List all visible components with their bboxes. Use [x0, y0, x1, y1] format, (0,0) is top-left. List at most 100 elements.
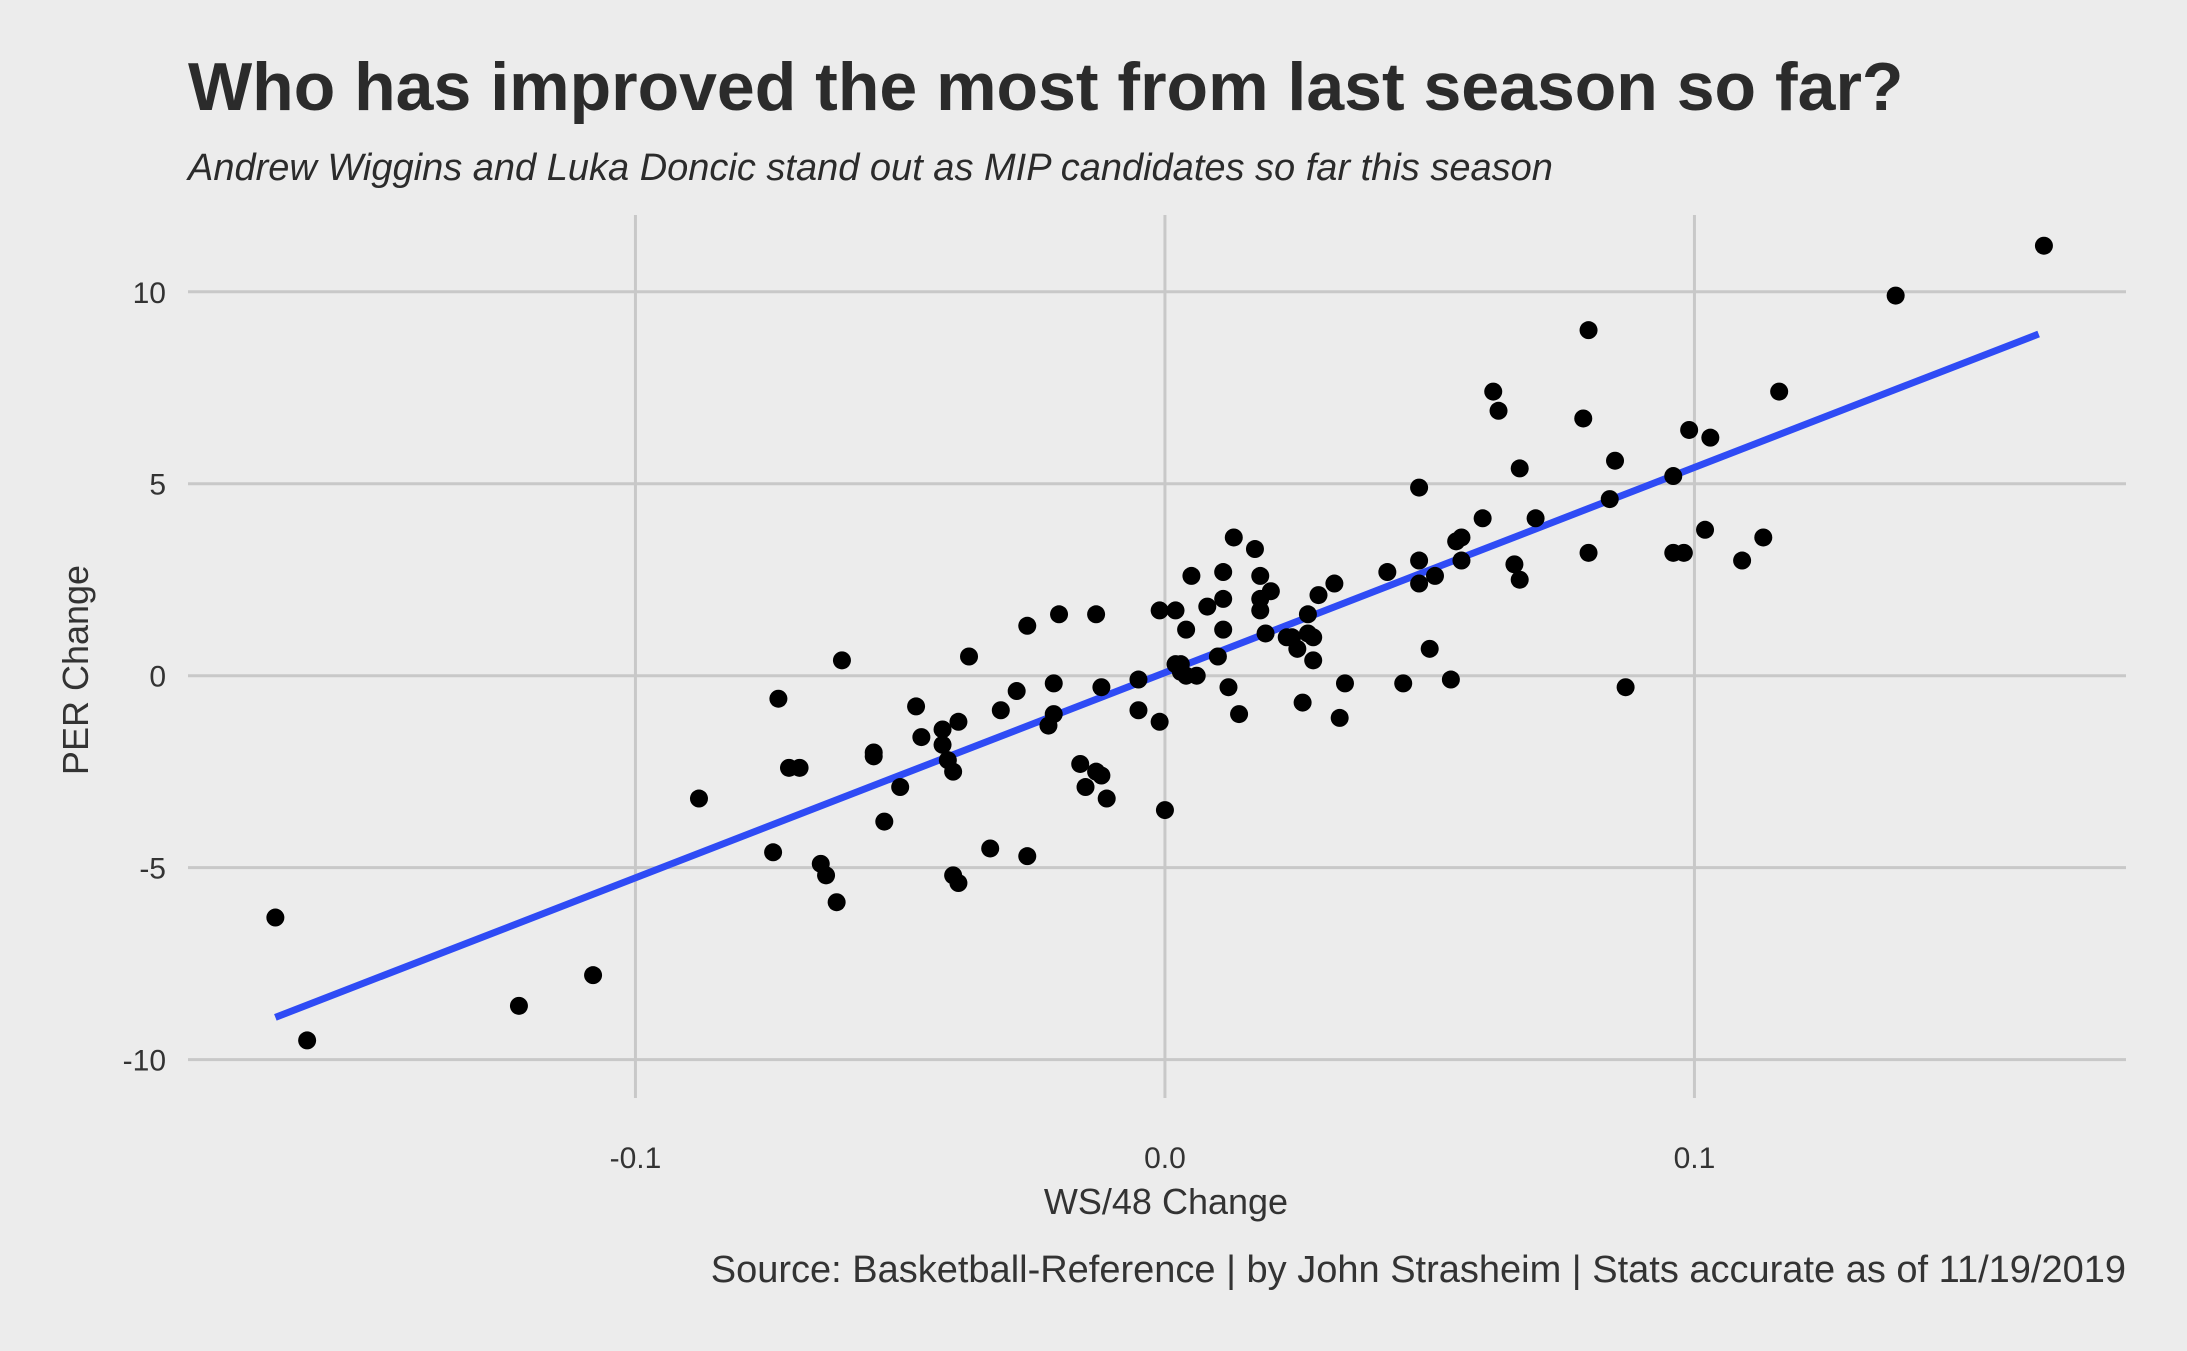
data-point — [1166, 601, 1185, 620]
data-point — [832, 651, 851, 670]
data-point — [1378, 563, 1397, 582]
x-tick-label: 0.0 — [1144, 1142, 1186, 1175]
data-point — [1309, 586, 1328, 605]
data-point — [1452, 551, 1471, 570]
data-point — [1007, 682, 1026, 701]
data-point — [1018, 847, 1037, 866]
data-point — [1050, 605, 1069, 624]
data-point — [1256, 624, 1275, 643]
data-point — [1214, 620, 1233, 639]
data-point — [1410, 551, 1429, 570]
data-point — [1304, 651, 1323, 670]
data-point — [790, 758, 809, 777]
chart-title: Who has improved the most from last seas… — [188, 49, 1903, 125]
data-point — [1425, 566, 1444, 585]
data-point — [1441, 670, 1460, 689]
y-axis-title: PER Change — [55, 565, 96, 775]
y-tick-label: 0 — [149, 661, 166, 694]
data-point — [1251, 566, 1270, 585]
data-point — [907, 697, 926, 716]
data-point — [1484, 382, 1503, 401]
data-point — [1129, 670, 1148, 689]
data-point — [1182, 566, 1201, 585]
data-point — [912, 728, 931, 747]
data-point — [1680, 420, 1699, 439]
data-point — [1420, 639, 1439, 658]
data-point — [1505, 555, 1524, 574]
data-point — [764, 843, 783, 862]
data-point — [1187, 666, 1206, 685]
x-tick-label: 0.1 — [1674, 1142, 1716, 1175]
y-tick-label: -5 — [139, 853, 166, 886]
data-point — [1018, 616, 1037, 635]
data-point — [1288, 639, 1307, 658]
data-point — [1664, 467, 1683, 486]
x-axis-title: WS/48 Change — [1044, 1181, 1288, 1222]
data-point — [509, 996, 528, 1015]
data-point — [1304, 628, 1323, 647]
data-point — [1230, 705, 1249, 724]
data-point — [1452, 528, 1471, 547]
data-point — [817, 866, 836, 885]
data-point — [949, 874, 968, 893]
data-point — [960, 647, 979, 666]
data-point — [584, 966, 603, 985]
data-point — [864, 747, 883, 766]
data-point — [1600, 490, 1619, 509]
tick-labels: -10 -5 0 5 10 -0.1 0.0 0.1 — [123, 277, 1716, 1175]
data-point — [1129, 701, 1148, 720]
y-tick-label: 5 — [149, 469, 166, 502]
data-point — [1526, 509, 1545, 528]
trend-line — [274, 330, 2040, 1021]
data-point — [1579, 321, 1598, 340]
data-point — [1733, 551, 1752, 570]
data-point — [1886, 286, 1905, 305]
data-point — [1214, 563, 1233, 582]
trend-line-layer — [274, 330, 2040, 1021]
data-point — [1330, 708, 1349, 727]
data-point — [1293, 693, 1312, 712]
data-point — [1770, 382, 1789, 401]
data-point — [1298, 605, 1317, 624]
data-point — [981, 839, 1000, 858]
data-point — [689, 789, 708, 808]
data-point — [1701, 428, 1720, 447]
data-point — [1606, 451, 1625, 470]
data-point — [933, 720, 952, 739]
x-tick-label: -0.1 — [610, 1142, 662, 1175]
chart-subtitle: Andrew Wiggins and Luka Doncic stand out… — [186, 147, 1553, 189]
data-point — [1219, 678, 1238, 697]
data-point — [827, 893, 846, 912]
data-point — [1489, 401, 1508, 420]
data-point — [875, 812, 894, 831]
data-point — [298, 1031, 317, 1050]
data-point — [1224, 528, 1243, 547]
data-point — [1574, 409, 1593, 428]
y-tick-label: -10 — [123, 1045, 166, 1078]
data-point — [1076, 778, 1095, 797]
data-point — [991, 701, 1010, 720]
data-point — [933, 735, 952, 754]
y-tick-label: 10 — [133, 277, 166, 310]
data-point — [1092, 678, 1111, 697]
data-point — [1044, 674, 1063, 693]
data-point — [1044, 705, 1063, 724]
data-point — [1198, 597, 1217, 616]
grid-lines — [188, 215, 2126, 1098]
data-point — [1335, 674, 1354, 693]
data-point — [2034, 236, 2053, 255]
data-points — [266, 236, 2053, 1050]
data-point — [1155, 801, 1174, 820]
data-point — [1754, 528, 1773, 547]
data-point — [1510, 570, 1529, 589]
data-point — [769, 689, 788, 708]
data-point — [1410, 574, 1429, 593]
data-point — [1696, 520, 1715, 539]
data-point — [1394, 674, 1413, 693]
data-point — [1616, 678, 1635, 697]
data-point — [1150, 712, 1169, 731]
data-point — [1214, 589, 1233, 608]
data-point — [1325, 574, 1344, 593]
data-point — [266, 908, 285, 927]
